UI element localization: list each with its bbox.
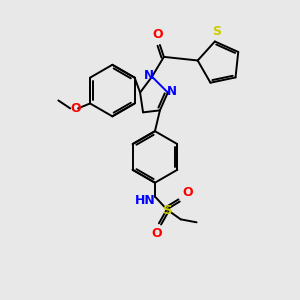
Text: O: O [153,28,163,41]
Text: S: S [163,204,172,217]
Text: S: S [212,25,221,38]
Text: N: N [167,85,177,98]
Text: O: O [71,102,82,115]
Text: HN: HN [135,194,155,207]
Text: O: O [183,185,193,199]
Text: O: O [152,227,162,240]
Text: N: N [144,69,154,82]
